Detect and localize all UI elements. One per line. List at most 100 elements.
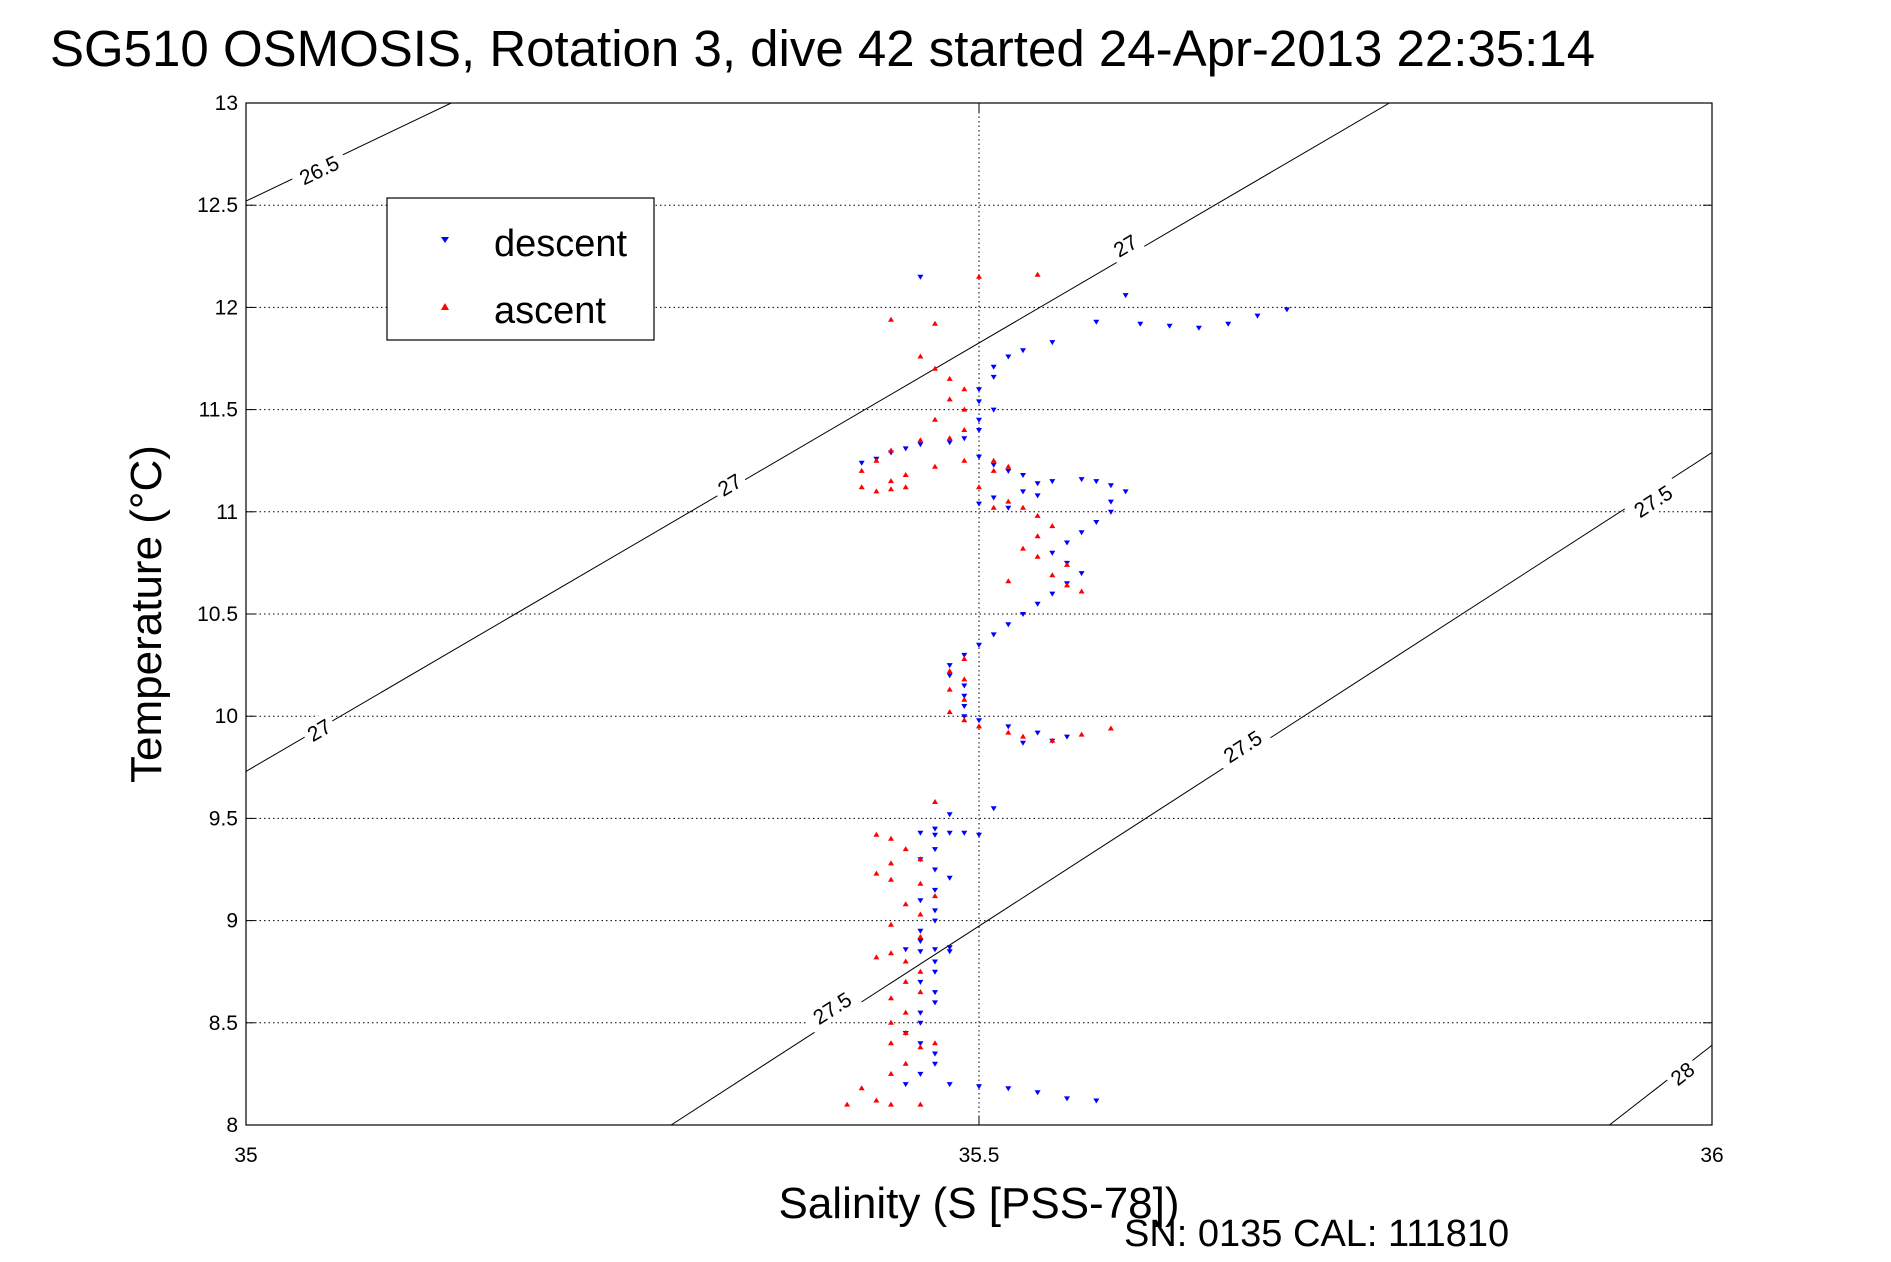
ascent-point: [1078, 731, 1085, 737]
ascent-point: [888, 1019, 894, 1025]
descent-point: [990, 374, 997, 380]
descent-point: [932, 918, 938, 924]
descent-point: [961, 652, 968, 658]
ascent-point: [1049, 523, 1056, 529]
ascent-point: [1049, 737, 1056, 743]
descent-point: [932, 990, 938, 996]
x-tick-label: 35.5: [959, 1144, 1000, 1167]
ascent-point: [917, 856, 924, 862]
descent-point: [1020, 612, 1026, 617]
descent-point: [1020, 348, 1026, 354]
ascent-point: [902, 846, 909, 852]
ascent-point: [1005, 463, 1012, 469]
ascent-point: [1005, 578, 1012, 584]
descent-point: [902, 446, 909, 452]
descent-point: [1005, 1086, 1012, 1092]
y-tick-label: 9.5: [209, 807, 238, 830]
ascent-point: [873, 954, 880, 960]
descent-point: [917, 1041, 924, 1047]
descent-point: [1122, 293, 1129, 299]
contour-label-background: [1212, 720, 1273, 772]
contour-label-background: [288, 146, 350, 193]
descent-point: [917, 1010, 924, 1016]
ascent-point: [932, 893, 938, 899]
ascent-point: [917, 437, 924, 443]
descent-point: [1034, 1090, 1041, 1096]
ascent-point: [858, 484, 865, 490]
ascent-point: [888, 835, 894, 841]
ascent-point: [888, 876, 894, 882]
descent-point: [976, 428, 982, 433]
ascent-point: [873, 831, 880, 837]
y-tick-label: 11: [216, 501, 238, 524]
ascent-point: [932, 1040, 938, 1046]
ascent-point: [917, 1044, 924, 1050]
ascent-point: [1034, 553, 1041, 559]
descent-point: [1034, 730, 1041, 736]
ascent-point: [888, 1070, 894, 1076]
ascent-point: [1005, 498, 1012, 504]
descent-point: [932, 969, 938, 975]
y-axis-label: Temperature (°C): [122, 445, 171, 783]
y-tick-label: 8.5: [209, 1012, 238, 1035]
ascent-point: [961, 717, 968, 723]
ascent-point: [961, 656, 968, 661]
ascent-point: [873, 488, 880, 494]
descent-point: [1093, 479, 1100, 485]
y-tick-label: 9: [226, 910, 238, 933]
descent-point: [1078, 477, 1085, 483]
descent-point: [946, 949, 953, 955]
ascent-point: [917, 880, 924, 886]
legend-ascent-marker: [441, 303, 449, 310]
ascent-point: [961, 696, 968, 702]
ascent-point: [1034, 271, 1041, 277]
descent-point: [1020, 489, 1026, 495]
isopycnal-line: [246, 103, 1390, 772]
contour-label-background: [709, 465, 750, 503]
chart-title: SG510 OSMOSIS, Rotation 3, dive 42 start…: [50, 20, 1595, 77]
series-descent: [858, 274, 1290, 1104]
ascent-point: [976, 484, 982, 490]
descent-point: [932, 1051, 938, 1057]
isopycnal-line: [1609, 1044, 1712, 1125]
descent-point: [1005, 724, 1012, 730]
descent-point: [858, 460, 865, 466]
descent-point: [961, 714, 968, 720]
legend-descent-label: descent: [494, 223, 628, 265]
descent-point: [932, 908, 938, 914]
ascent-point: [873, 1097, 880, 1103]
legend-ascent-label: ascent: [494, 290, 606, 332]
ascent-point: [946, 709, 953, 715]
ascent-point: [1064, 561, 1070, 567]
y-tick-label: 12.5: [197, 194, 238, 217]
descent-point: [961, 693, 968, 699]
descent-point: [917, 898, 924, 904]
descent-point: [976, 642, 982, 648]
ascent-point: [888, 1040, 894, 1046]
y-tick-label: 10: [215, 705, 238, 728]
ascent-point: [902, 1030, 909, 1035]
descent-point: [932, 959, 938, 965]
descent-point: [976, 399, 982, 405]
descent-point: [1107, 509, 1114, 515]
isopycnal-line: [246, 103, 452, 202]
ascent-point: [990, 504, 997, 510]
ascent-point: [976, 273, 982, 279]
contour-label-background: [1622, 475, 1683, 527]
ascent-point: [902, 978, 909, 984]
descent-point: [1137, 321, 1144, 327]
descent-point: [961, 704, 968, 709]
x-axis-label: Salinity (S [PSS-78]): [778, 1179, 1179, 1228]
ascent-point: [917, 934, 924, 939]
descent-point: [917, 1020, 924, 1026]
descent-point: [976, 718, 982, 724]
series-ascent: [844, 271, 1114, 1107]
descent-point: [990, 364, 997, 370]
descent-point: [990, 632, 997, 638]
y-tick-label: 13: [215, 92, 238, 115]
ascent-point: [902, 472, 909, 477]
ascent-point: [888, 486, 894, 492]
descent-point: [1020, 740, 1026, 746]
ascent-point: [902, 958, 909, 964]
descent-point: [932, 867, 938, 873]
